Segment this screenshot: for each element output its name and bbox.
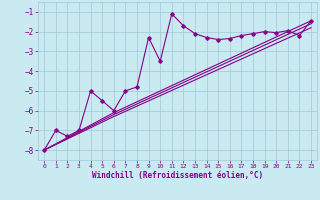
- X-axis label: Windchill (Refroidissement éolien,°C): Windchill (Refroidissement éolien,°C): [92, 171, 263, 180]
